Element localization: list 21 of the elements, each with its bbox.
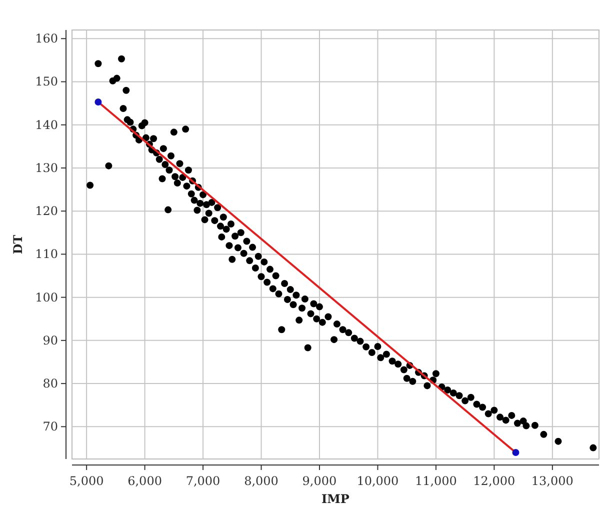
y-tick-label: 120 bbox=[35, 204, 58, 218]
y-tick-label: 100 bbox=[35, 290, 58, 304]
x-tick-label: 13,000 bbox=[531, 474, 574, 488]
x-tick-label: 8,000 bbox=[244, 474, 278, 488]
x-tick-label: 5,000 bbox=[69, 474, 104, 488]
y-tick-label: 160 bbox=[35, 32, 58, 46]
x-tick-label: 6,000 bbox=[128, 474, 162, 488]
y-tick-label: 90 bbox=[42, 333, 58, 348]
y-tick-label: 150 bbox=[35, 74, 58, 89]
x-axis-title: IMP bbox=[322, 492, 350, 506]
y-tick-label: 130 bbox=[35, 160, 58, 175]
y-tick-label: 140 bbox=[35, 118, 58, 132]
x-tick-label: 12,000 bbox=[473, 474, 516, 488]
x-tick-label: 10,000 bbox=[356, 474, 399, 488]
y-tick-label: 80 bbox=[42, 376, 58, 391]
y-tick-label: 70 bbox=[42, 420, 58, 434]
y-tick-label: 110 bbox=[35, 247, 58, 262]
x-tick-label: 7,000 bbox=[186, 474, 220, 488]
y-axis-title: DT bbox=[11, 234, 25, 254]
x-tick-label: 11,000 bbox=[414, 474, 457, 488]
x-tick-label: 9,000 bbox=[302, 474, 337, 488]
